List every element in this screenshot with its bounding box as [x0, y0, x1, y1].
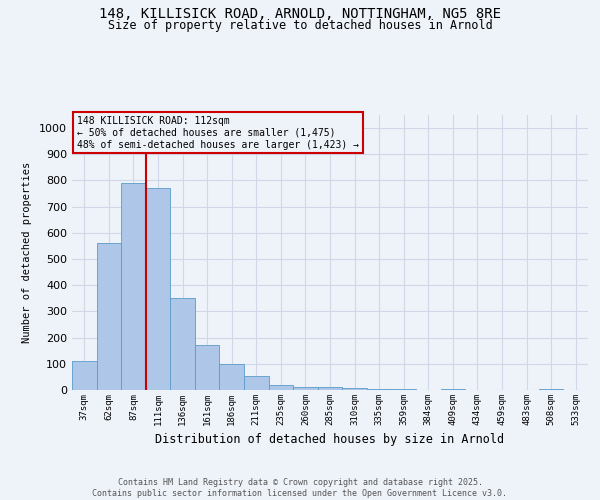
- Text: 148, KILLISICK ROAD, ARNOLD, NOTTINGHAM, NG5 8RE: 148, KILLISICK ROAD, ARNOLD, NOTTINGHAM,…: [99, 8, 501, 22]
- Bar: [391, 389, 416, 390]
- Bar: [121, 183, 146, 390]
- Bar: [269, 386, 293, 390]
- Bar: [146, 188, 170, 390]
- Bar: [244, 376, 269, 390]
- Bar: [72, 361, 97, 390]
- Bar: [539, 388, 563, 390]
- Y-axis label: Number of detached properties: Number of detached properties: [22, 162, 32, 343]
- Bar: [170, 298, 195, 390]
- Bar: [195, 346, 220, 390]
- Text: Size of property relative to detached houses in Arnold: Size of property relative to detached ho…: [107, 18, 493, 32]
- Bar: [97, 244, 121, 390]
- Bar: [318, 388, 342, 390]
- Bar: [367, 388, 391, 390]
- Text: Contains HM Land Registry data © Crown copyright and database right 2025.
Contai: Contains HM Land Registry data © Crown c…: [92, 478, 508, 498]
- Bar: [293, 386, 318, 390]
- Text: 148 KILLISICK ROAD: 112sqm
← 50% of detached houses are smaller (1,475)
48% of s: 148 KILLISICK ROAD: 112sqm ← 50% of deta…: [77, 116, 359, 150]
- X-axis label: Distribution of detached houses by size in Arnold: Distribution of detached houses by size …: [155, 434, 505, 446]
- Bar: [342, 388, 367, 390]
- Bar: [440, 388, 465, 390]
- Bar: [220, 364, 244, 390]
